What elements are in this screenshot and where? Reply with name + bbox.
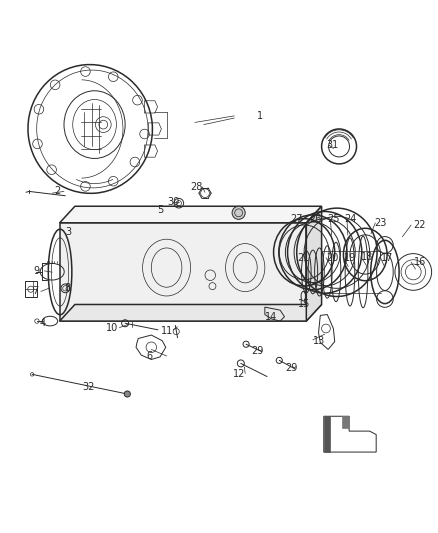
Polygon shape bbox=[60, 304, 321, 321]
Text: 29: 29 bbox=[285, 363, 297, 373]
Text: 10: 10 bbox=[106, 324, 118, 334]
Text: 19: 19 bbox=[344, 253, 356, 263]
Text: 28: 28 bbox=[190, 182, 202, 192]
Text: 25: 25 bbox=[327, 214, 339, 224]
Text: 31: 31 bbox=[326, 140, 339, 150]
Text: 30: 30 bbox=[167, 197, 179, 207]
Text: 16: 16 bbox=[414, 257, 426, 267]
Text: 14: 14 bbox=[265, 312, 278, 322]
Text: 22: 22 bbox=[413, 220, 426, 230]
Text: 6: 6 bbox=[146, 351, 152, 361]
Text: 17: 17 bbox=[381, 253, 393, 263]
Text: 21: 21 bbox=[297, 253, 310, 263]
Text: 12: 12 bbox=[233, 369, 245, 379]
Polygon shape bbox=[324, 416, 330, 452]
Text: 9: 9 bbox=[33, 266, 39, 276]
Text: 11: 11 bbox=[160, 326, 173, 336]
Text: 13: 13 bbox=[313, 336, 325, 346]
Text: 1: 1 bbox=[258, 111, 264, 121]
Polygon shape bbox=[306, 206, 321, 321]
Polygon shape bbox=[60, 206, 321, 223]
Text: 32: 32 bbox=[82, 382, 94, 392]
Text: 27: 27 bbox=[290, 214, 303, 224]
Text: 23: 23 bbox=[374, 218, 387, 228]
Text: 26: 26 bbox=[310, 214, 322, 224]
Text: 4: 4 bbox=[39, 318, 45, 328]
Circle shape bbox=[232, 206, 245, 220]
Text: 15: 15 bbox=[298, 298, 311, 309]
Text: 2: 2 bbox=[54, 187, 60, 196]
Polygon shape bbox=[342, 416, 349, 428]
Polygon shape bbox=[60, 223, 306, 321]
Text: 18: 18 bbox=[361, 252, 374, 262]
Text: 8: 8 bbox=[64, 284, 71, 293]
Text: 24: 24 bbox=[344, 214, 356, 224]
Circle shape bbox=[124, 391, 131, 397]
Text: 5: 5 bbox=[157, 205, 163, 215]
Text: 29: 29 bbox=[251, 346, 264, 356]
Text: 20: 20 bbox=[326, 253, 339, 263]
Text: 3: 3 bbox=[65, 227, 71, 237]
Text: 7: 7 bbox=[32, 286, 39, 296]
